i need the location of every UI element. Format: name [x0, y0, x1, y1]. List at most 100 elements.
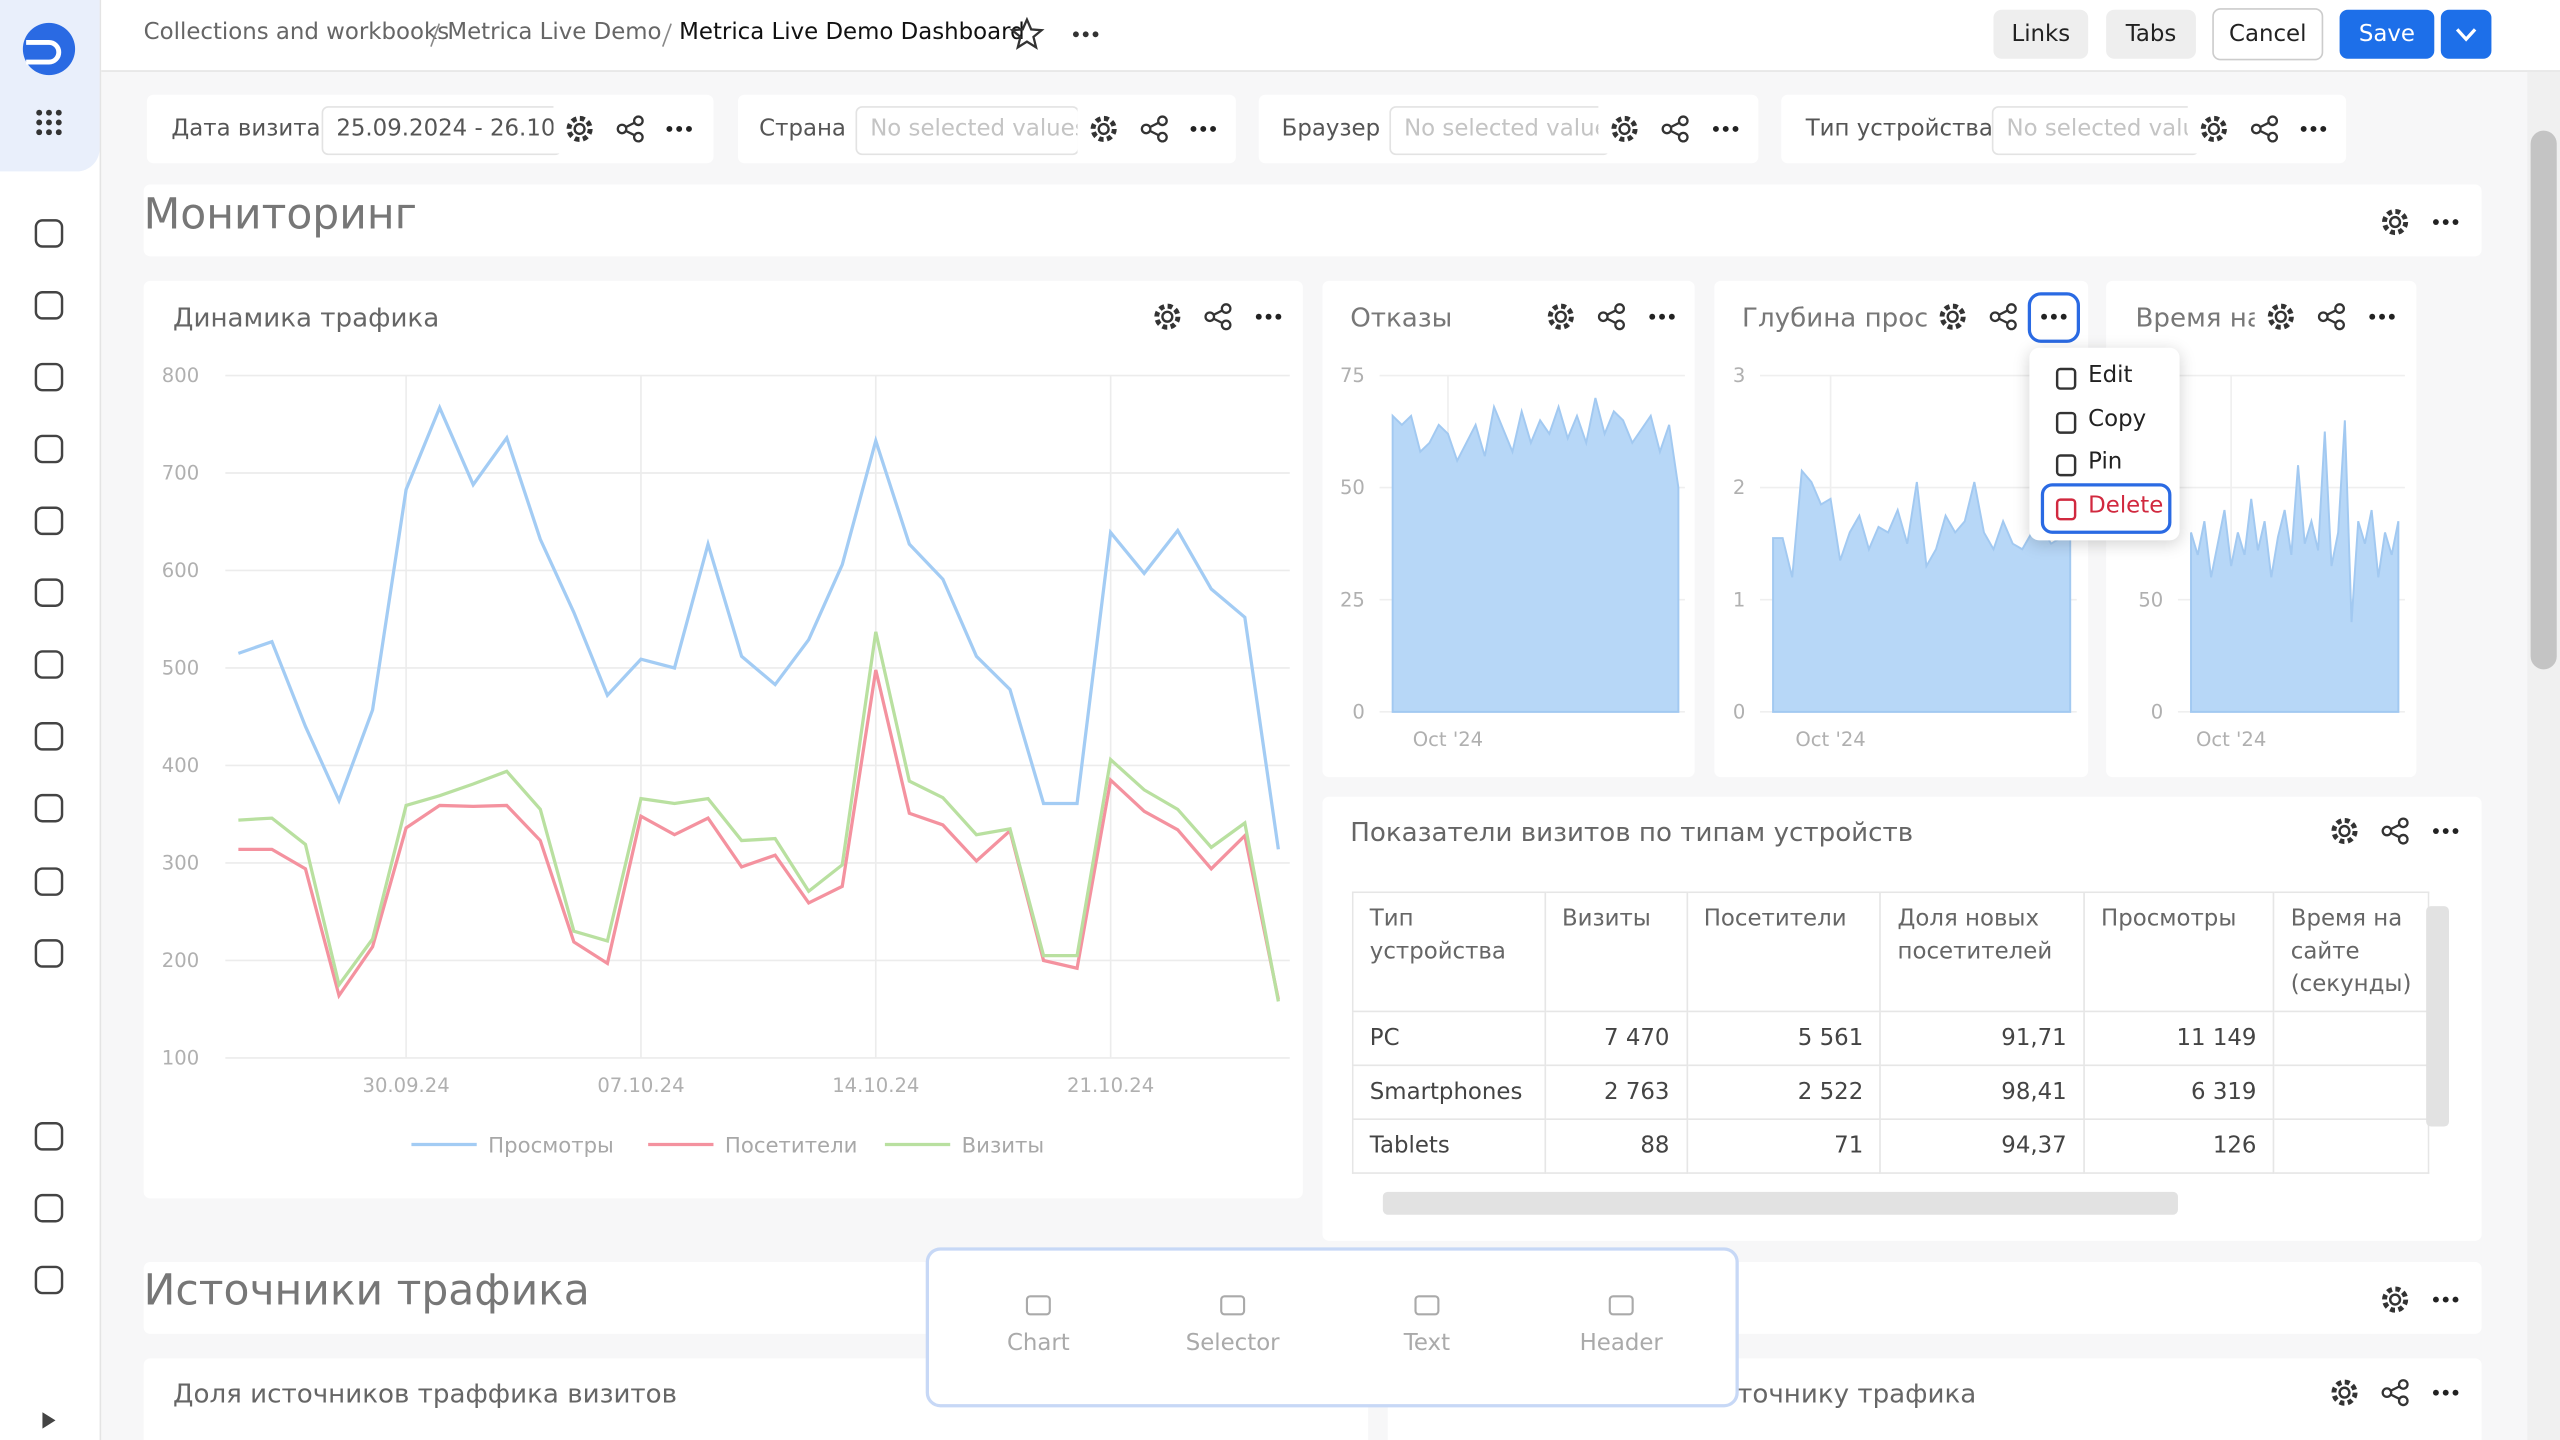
more[interactable]	[2300, 126, 2327, 132]
settings[interactable]	[2267, 303, 2294, 330]
more[interactable]	[666, 126, 692, 132]
breadcrumb[interactable]: Metrica Live Demo	[447, 19, 662, 46]
scroll-thumb[interactable]	[2530, 130, 2557, 670]
context-menu: Edit Copy Pin Delete	[2029, 347, 2180, 541]
more[interactable]	[2432, 219, 2459, 225]
y-tick-label: 1	[1733, 588, 1745, 611]
share-node	[1157, 115, 1168, 127]
legend-label[interactable]: Просмотры	[488, 1134, 614, 1159]
nav-icon[interactable]	[34, 867, 64, 896]
more[interactable]	[2027, 292, 2080, 343]
nav-icon[interactable]	[34, 650, 64, 679]
legend-label[interactable]: Визиты	[962, 1134, 1045, 1159]
page-title: Metrica Live Demo Dashboard	[679, 19, 1025, 46]
filter-input[interactable]: No selected values	[1991, 106, 2200, 156]
legend-label[interactable]: Посетители	[725, 1134, 858, 1159]
panel-item[interactable]: Header	[1579, 1330, 1663, 1357]
more[interactable]	[2432, 1296, 2459, 1303]
share[interactable]	[1989, 303, 2017, 331]
share[interactable]	[616, 115, 644, 143]
table-scroll-v[interactable]	[2426, 906, 2449, 1127]
filter-input[interactable]: 25.09.2024 - 26.10.2024	[321, 106, 562, 156]
share[interactable]	[1661, 115, 1689, 143]
table-scroll-h[interactable]	[1382, 1191, 2178, 1215]
breadcrumb[interactable]: Collections and workbooks	[143, 19, 450, 46]
gear-core	[1097, 122, 1110, 136]
menu-item[interactable]: Delete	[2088, 492, 2164, 519]
dot	[2310, 126, 2317, 132]
settings[interactable]	[566, 115, 593, 143]
settings[interactable]	[1611, 115, 1638, 143]
expand[interactable]	[42, 1412, 56, 1429]
panel-item[interactable]: Chart	[1006, 1330, 1070, 1357]
settings[interactable]	[2331, 817, 2358, 845]
area-series	[1391, 397, 1680, 713]
menu-item[interactable]: Copy	[2088, 405, 2147, 432]
table-row: Tablets 88 71 94,37 126	[1351, 1118, 2430, 1174]
more[interactable]	[1190, 126, 1216, 132]
more[interactable]	[1255, 313, 1282, 320]
share[interactable]	[1597, 303, 1625, 331]
cancel-button[interactable]: Cancel	[2212, 8, 2324, 61]
settings[interactable]	[1939, 303, 1966, 330]
dot	[1712, 126, 1719, 132]
nav-icon[interactable]	[34, 362, 64, 392]
nav-icon[interactable]	[34, 722, 64, 751]
widget-card	[143, 280, 1303, 1199]
gear-core	[1946, 310, 1959, 323]
y-tick-label: 0	[1733, 700, 1745, 723]
menu-item[interactable]: Pin	[2088, 448, 2123, 476]
panel-item[interactable]: Selector	[1185, 1330, 1280, 1357]
settings[interactable]	[2382, 1286, 2409, 1313]
settings[interactable]	[2200, 115, 2227, 143]
nav-icon[interactable]	[34, 578, 64, 607]
settings[interactable]	[1090, 115, 1117, 143]
y-tick-label: 800	[162, 364, 199, 387]
share[interactable]	[1140, 115, 1168, 143]
more[interactable]	[2432, 828, 2459, 834]
filter-label: Дата визита	[171, 115, 321, 143]
share[interactable]	[1204, 303, 1232, 331]
nav-icon[interactable]	[34, 1193, 64, 1223]
y-tick-label: 25	[1340, 588, 1365, 611]
table-cell: 71	[1685, 1118, 1882, 1174]
more[interactable]	[1712, 126, 1739, 132]
dot	[666, 126, 673, 132]
nav-icon[interactable]	[34, 506, 64, 536]
table-cell: 6 319	[2083, 1064, 2275, 1120]
favorite[interactable]	[1009, 16, 1045, 50]
share[interactable]	[2317, 303, 2345, 331]
dot	[2369, 313, 2376, 320]
share[interactable]	[2250, 115, 2279, 143]
gear	[1939, 303, 1966, 330]
share-node	[2267, 115, 2279, 127]
save-dropdown[interactable]	[2440, 9, 2492, 59]
more[interactable]	[1649, 313, 1675, 320]
nav-icon[interactable]	[34, 939, 64, 968]
share[interactable]	[2381, 817, 2409, 845]
panel-item[interactable]: Text	[1403, 1330, 1451, 1357]
nav-icon[interactable]	[34, 1122, 64, 1151]
tabs-button[interactable]: Tabs	[2106, 9, 2196, 59]
more[interactable]	[1072, 31, 1099, 38]
nav-icon[interactable]	[34, 291, 64, 320]
x-tick-label: 07.10.24	[597, 1074, 684, 1097]
menu-item[interactable]: Edit	[2088, 362, 2133, 389]
dot	[2432, 828, 2439, 834]
filter-label: Тип устройства	[1805, 115, 1993, 143]
links-button[interactable]: Links	[1993, 9, 2089, 59]
filter-input[interactable]: No selected values	[855, 106, 1080, 156]
table-viewport: Тип устройства Визиты Посетители Доля новых…	[1351, 891, 2430, 1178]
share[interactable]	[2381, 1379, 2409, 1407]
nav-icon[interactable]	[34, 434, 64, 464]
gear	[2331, 817, 2358, 845]
y-tick-label: 100	[162, 1046, 199, 1069]
more[interactable]	[2432, 1389, 2459, 1396]
apps-icon[interactable]	[36, 109, 62, 136]
more[interactable]	[2369, 313, 2395, 320]
filter-input[interactable]: No selected values	[1389, 106, 1610, 156]
nav-icon[interactable]	[34, 1265, 64, 1295]
nav-icon[interactable]	[34, 219, 64, 248]
save-button[interactable]: Save	[2339, 9, 2435, 59]
nav-icon[interactable]	[34, 793, 64, 823]
